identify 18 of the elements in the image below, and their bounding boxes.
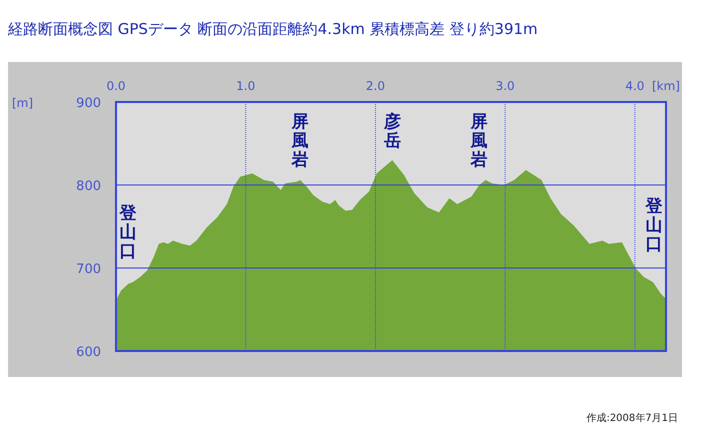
chart-title: 経路断面概念図 GPSデータ 断面の沿面距離約4.3km 累積標高差 登り約391m	[7, 20, 538, 38]
y-tick-label: 800	[76, 179, 101, 194]
annotation: 彦岳	[382, 112, 401, 151]
annotation: 登山口	[644, 196, 664, 255]
y-axis-title: [m]	[12, 96, 34, 110]
x-tick-label: 2.0	[366, 79, 385, 93]
y-tick-label: 900	[76, 96, 101, 111]
x-tick-label: 4.0	[625, 79, 644, 93]
text: 作成:2008年7月1日	[585, 412, 678, 424]
annotation: 屏風岩	[470, 112, 488, 170]
annotation: 屏風岩	[290, 112, 309, 170]
y-tick-label: 700	[76, 262, 101, 277]
x-tick-label: 1.0	[236, 79, 256, 93]
y-tick-label: 600	[76, 345, 101, 360]
x-axis-title: [km]	[652, 79, 680, 93]
x-tick-label: 0.0	[106, 79, 126, 93]
annotation: 登山口	[118, 203, 138, 262]
x-tick-label: 3.0	[496, 79, 515, 93]
